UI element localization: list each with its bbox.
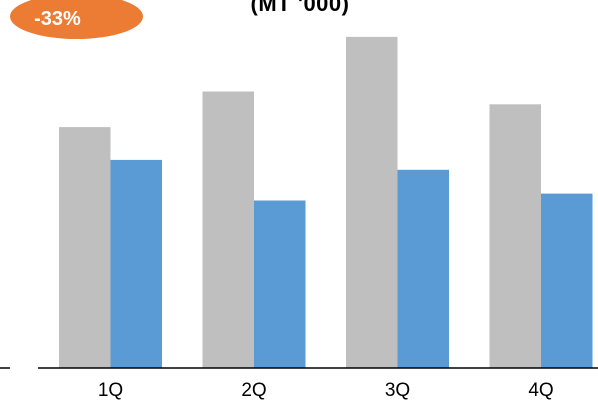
x-tick-label-2q: 2Q xyxy=(241,380,266,401)
bar-2q-series-2 xyxy=(254,200,306,368)
bar-4q-series-1 xyxy=(489,104,541,369)
change-badge: -33% xyxy=(10,0,143,39)
x-tick-label-4q: 4Q xyxy=(528,380,553,401)
bar-4q-series-2 xyxy=(541,193,593,368)
bar-1q-series-2 xyxy=(110,159,162,368)
bar-2q-series-1 xyxy=(202,91,254,368)
bars-group xyxy=(59,36,593,369)
bar-1q-series-1 xyxy=(59,127,111,368)
x-tick-label-3q: 3Q xyxy=(385,380,410,401)
chart-title: (MT '000) xyxy=(250,0,350,16)
x-tick-labels: 1Q 2Q 3Q 4Q xyxy=(98,380,554,401)
bar-3q-series-2 xyxy=(397,169,449,368)
x-tick-label-1q: 1Q xyxy=(98,380,123,401)
bar-3q-series-1 xyxy=(346,36,398,369)
